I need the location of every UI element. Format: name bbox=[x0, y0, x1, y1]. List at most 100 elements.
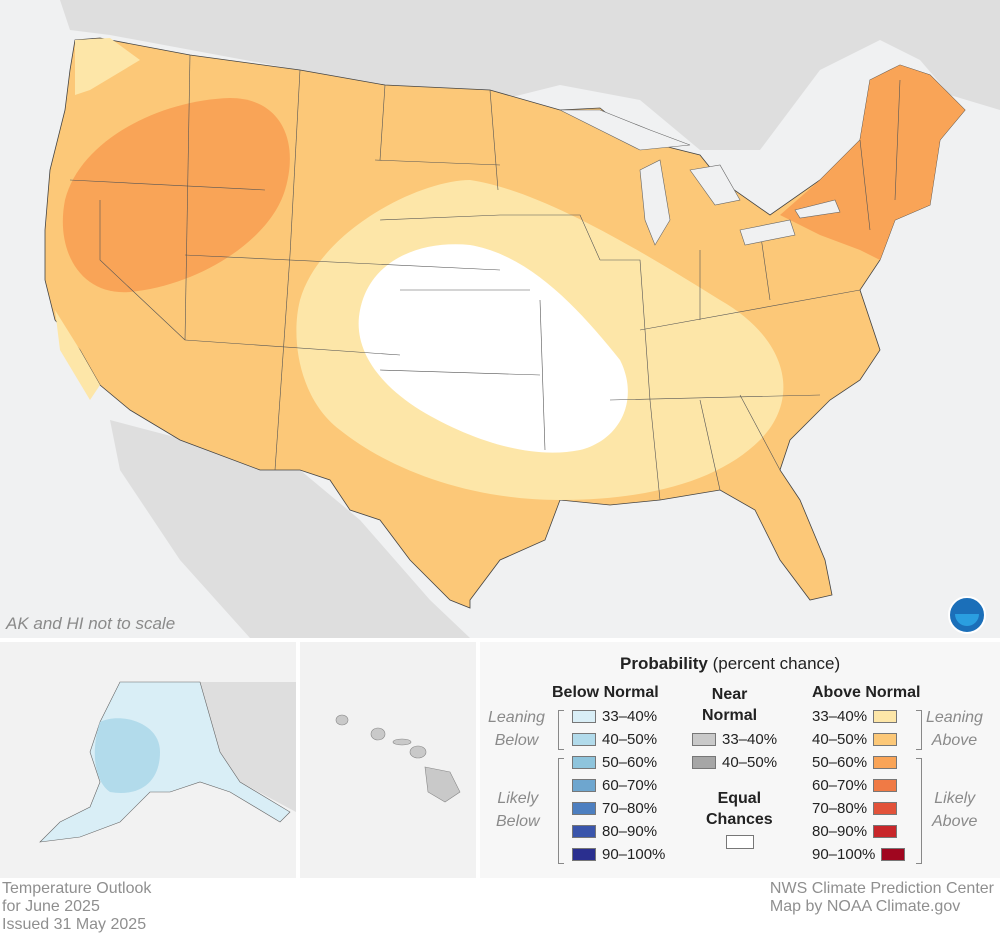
likely-above-word2: Above bbox=[932, 813, 978, 830]
likely-above-northwest bbox=[62, 98, 290, 293]
canada-land bbox=[60, 0, 1000, 150]
below-normal-label: 90–100% bbox=[602, 846, 666, 863]
footer-issued: Issued 31 May 2025 bbox=[2, 916, 147, 933]
leaning-above-label: Leaning Above bbox=[926, 706, 983, 752]
footer-period: for June 2025 bbox=[2, 898, 100, 915]
below-normal-label: 40–50% bbox=[602, 731, 658, 748]
state-borders bbox=[69, 54, 901, 501]
below-normal-swatch bbox=[572, 710, 596, 723]
alaska-below-40-50 bbox=[94, 718, 160, 793]
alaska-panel bbox=[0, 642, 296, 878]
footer-source: NWS Climate Prediction Center bbox=[769, 880, 994, 897]
below-normal-label: 80–90% bbox=[602, 823, 658, 840]
footer-title: Temperature Outlook bbox=[2, 880, 152, 897]
leaning-below-word2: Below bbox=[494, 732, 539, 749]
legend-title-rest: (percent chance) bbox=[707, 654, 841, 673]
conus-map bbox=[44, 0, 1000, 638]
big-island bbox=[424, 766, 461, 803]
near-normal-label: 33–40% bbox=[722, 731, 778, 748]
below-normal-row: 90–100% bbox=[572, 846, 665, 863]
above-normal-swatch bbox=[873, 733, 898, 746]
below-normal-row: 70–80% bbox=[572, 800, 657, 817]
likely-below-label: Likely Below bbox=[496, 787, 540, 833]
above-normal-label: 70–80% bbox=[812, 800, 868, 817]
below-normal-row: 80–90% bbox=[572, 823, 657, 840]
canada-yukon-land bbox=[200, 682, 296, 812]
above-normal-row: 80–90% bbox=[812, 823, 898, 840]
above-normal-heading: Above Normal bbox=[812, 684, 921, 701]
above-normal-row: 50–60% bbox=[812, 754, 898, 771]
above-normal-swatch bbox=[873, 825, 898, 838]
near-normal-label: 40–50% bbox=[722, 754, 778, 771]
legend-panel: Probability (percent chance) Below Norma… bbox=[480, 642, 1000, 878]
likely-above-word1: Likely bbox=[934, 790, 976, 807]
equal-chances-area bbox=[358, 244, 628, 453]
hawaii-panel bbox=[300, 642, 476, 878]
below-normal-swatch bbox=[572, 848, 596, 861]
below-normal-swatch bbox=[572, 756, 596, 769]
near-heading-line2: Normal bbox=[702, 707, 758, 724]
above-normal-row: 40–50% bbox=[812, 731, 898, 748]
below-normal-label: 50–60% bbox=[602, 754, 658, 771]
below-normal-row: 33–40% bbox=[572, 708, 657, 725]
leaning-below-label: Leaning Below bbox=[488, 706, 545, 752]
near-normal-swatch bbox=[692, 733, 716, 746]
above-normal-row: 33–40% bbox=[812, 708, 898, 725]
near-normal-swatch bbox=[692, 756, 716, 769]
great-lakes bbox=[559, 109, 841, 246]
above-normal-label: 50–60% bbox=[812, 754, 868, 771]
california-coast-lean bbox=[55, 310, 100, 400]
equal-chances-line2: Chances bbox=[706, 811, 773, 828]
below-normal-label: 33–40% bbox=[602, 708, 658, 725]
leaning-above-word2: Above bbox=[931, 732, 978, 749]
footer-credit: Map by NOAA Climate.gov bbox=[769, 898, 961, 915]
below-normal-row: 60–70% bbox=[572, 777, 657, 794]
maui-island bbox=[409, 745, 427, 759]
above-normal-row: 70–80% bbox=[812, 800, 898, 817]
likely-below-word2: Below bbox=[496, 813, 540, 830]
hawaii-map bbox=[335, 714, 461, 803]
above-normal-label: 80–90% bbox=[812, 823, 868, 840]
equal-chances-heading: Equal Chances bbox=[706, 788, 773, 830]
below-normal-swatch bbox=[572, 802, 596, 815]
above-normal-label: 90–100% bbox=[812, 846, 876, 863]
below-normal-label: 60–70% bbox=[602, 777, 658, 794]
conus-map-panel: AK and HI not to scale bbox=[0, 0, 1000, 638]
likely-below-bracket bbox=[558, 758, 564, 864]
equal-chances-swatch bbox=[726, 835, 754, 849]
likely-above-label: Likely Above bbox=[932, 787, 977, 833]
below-normal-swatch bbox=[572, 733, 596, 746]
near-normal-row: 40–50% bbox=[692, 754, 777, 771]
above-normal-row: 60–70% bbox=[812, 777, 898, 794]
likely-below-word1: Likely bbox=[497, 790, 539, 807]
mexico-land bbox=[110, 420, 470, 638]
leaning-above-bracket bbox=[916, 710, 922, 750]
above-normal-label: 33–40% bbox=[812, 708, 868, 725]
likely-above-bracket bbox=[916, 758, 922, 864]
near-normal-heading: Near Normal bbox=[702, 684, 757, 726]
leaning-below-word1: Leaning bbox=[488, 709, 545, 726]
oahu-island bbox=[370, 727, 386, 741]
footer-right: NWS Climate Prediction Center Map by NOA… bbox=[770, 880, 994, 916]
northwest-coast-lean bbox=[75, 38, 140, 95]
below-normal-row: 40–50% bbox=[572, 731, 657, 748]
noaa-logo bbox=[948, 596, 986, 634]
above-normal-label: 60–70% bbox=[812, 777, 868, 794]
below-normal-heading: Below Normal bbox=[552, 684, 659, 701]
molokai-island bbox=[392, 738, 412, 746]
above-normal-swatch bbox=[873, 779, 898, 792]
near-normal-row: 33–40% bbox=[692, 731, 777, 748]
above-normal-swatch bbox=[873, 802, 898, 815]
leaning-above-word1: Leaning bbox=[926, 709, 983, 726]
near-heading-line1: Near bbox=[711, 686, 748, 703]
legend-title: Probability (percent chance) bbox=[620, 654, 840, 674]
alaska-map bbox=[39, 681, 296, 843]
above-normal-label: 40–50% bbox=[812, 731, 868, 748]
below-normal-label: 70–80% bbox=[602, 800, 658, 817]
footer-left: Temperature Outlook for June 2025 Issued… bbox=[2, 880, 151, 934]
leaning-below-bracket bbox=[558, 710, 564, 750]
above-normal-swatch bbox=[881, 848, 906, 861]
equal-chances-line1: Equal bbox=[717, 790, 762, 807]
above-normal-row: 90–100% bbox=[812, 846, 906, 863]
kauai-island bbox=[335, 714, 349, 726]
